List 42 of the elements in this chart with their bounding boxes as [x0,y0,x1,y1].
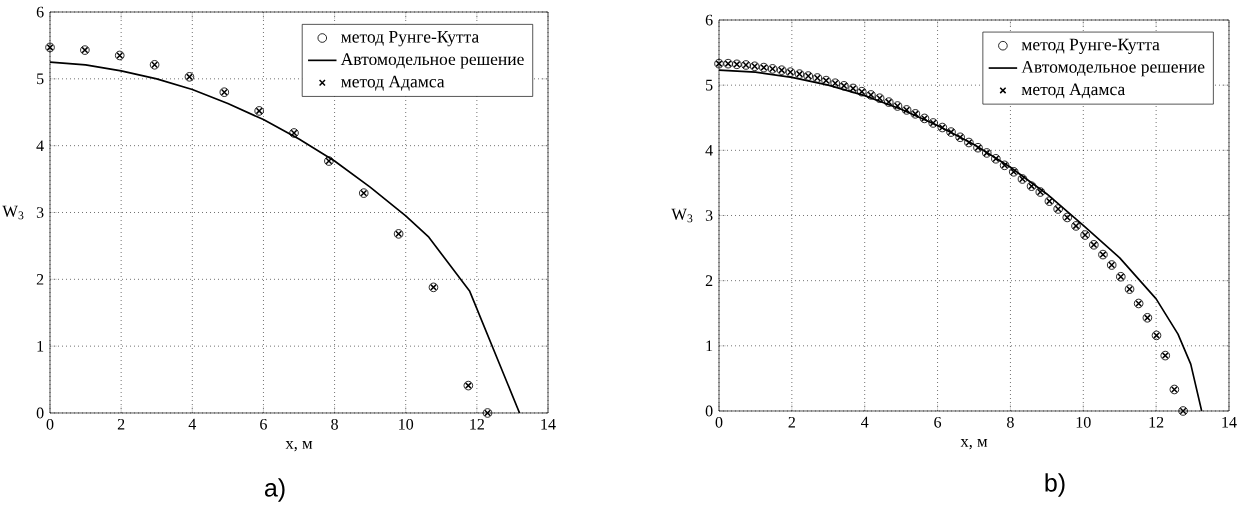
text: b) [1045,473,1065,497]
y-tick-label: 4 [705,145,713,156]
y-axis-title: W$_{3}$ [2,205,24,220]
x-tick-label: 8 [331,418,338,430]
legend-label: метод Рунге-Кутта [341,31,479,47]
y-tick-label: 5 [37,73,44,85]
text: a) [264,478,285,502]
x-tick-label: 6 [260,418,267,430]
x-tick-label: 10 [1076,416,1091,428]
x-tick-label: 12 [470,418,484,430]
y-tick-label: 6 [705,14,713,26]
x-tick-label: 14 [1222,416,1237,428]
x-tick-label: 10 [399,418,414,430]
legend-label: метод Рунге-Кутта [1021,38,1160,54]
legend-label: Автомодельное решение [1021,61,1205,77]
y-tick-label: 1 [37,340,44,352]
x-tick-label: 8 [1007,416,1014,428]
x-tick-label: 2 [117,418,125,430]
x-tick-label: 4 [188,418,197,430]
x-tick-label: 4 [861,416,869,428]
x-tick-label: 6 [934,416,942,428]
legend-label: Автомодельное решение [340,53,524,69]
x-tick-label: 2 [788,416,795,428]
y-tick-label: 5 [706,79,713,91]
y-tick-label: 2 [36,274,44,285]
y-tick-label: 0 [36,407,44,419]
y-axis-title: W$_{3}$ [671,208,693,223]
y-tick-label: 4 [36,140,44,151]
x-axis-title: x, м [285,441,313,452]
x-tick-label: 0 [715,416,723,428]
x-tick-label: 14 [541,418,556,430]
x-axis-title: x, м [960,439,988,450]
y-tick-label: 3 [36,207,44,218]
x-tick-label: 0 [46,418,54,430]
y-tick-label: 1 [706,340,713,352]
y-tick-label: 3 [705,210,713,221]
y-tick-label: 2 [705,275,713,286]
legend-label: метод Адамса [1021,83,1125,99]
x-tick-label: 12 [1149,416,1164,428]
y-tick-label: 0 [705,405,713,417]
legend-label: метод Адамса [341,75,445,91]
y-tick-label: 6 [36,6,44,18]
